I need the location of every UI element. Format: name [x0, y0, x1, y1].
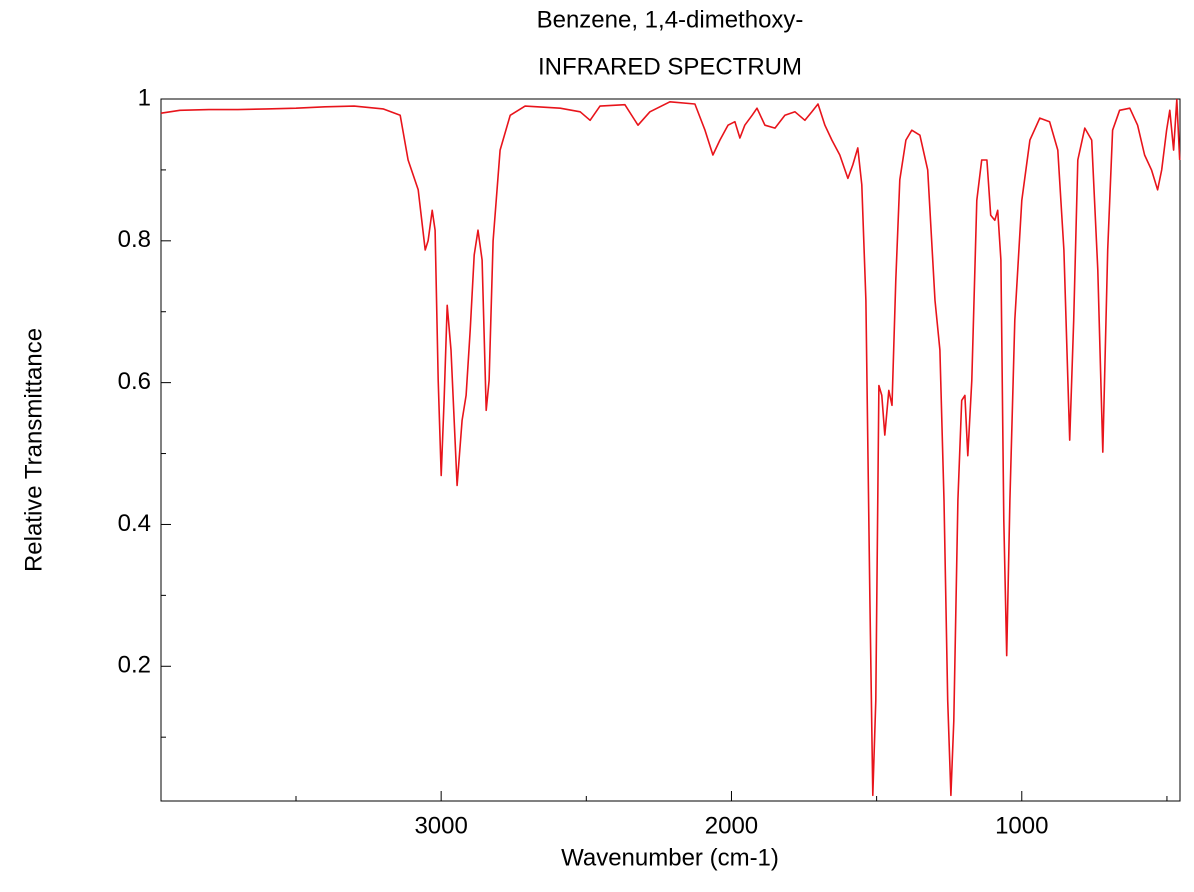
x-tick-label: 2000: [705, 812, 758, 839]
chart-title: Benzene, 1,4-dimethoxy-: [537, 6, 804, 33]
plot-frame: [160, 98, 1181, 802]
y-tick-label: 0.8: [118, 226, 151, 253]
chart-subtitle: INFRARED SPECTRUM: [538, 53, 802, 80]
spectrum-line: [160, 98, 1181, 797]
y-tick-label: 0.4: [118, 510, 151, 537]
x-tick-label: 1000: [995, 812, 1048, 839]
x-tick-label: 3000: [414, 812, 467, 839]
y-axis-label: Relative Transmittance: [20, 328, 47, 572]
y-tick-label: 1: [138, 84, 151, 111]
y-tick-label: 0.2: [118, 652, 151, 679]
y-tick-label: 0.6: [118, 368, 151, 395]
x-axis-label: Wavenumber (cm-1): [561, 844, 779, 871]
